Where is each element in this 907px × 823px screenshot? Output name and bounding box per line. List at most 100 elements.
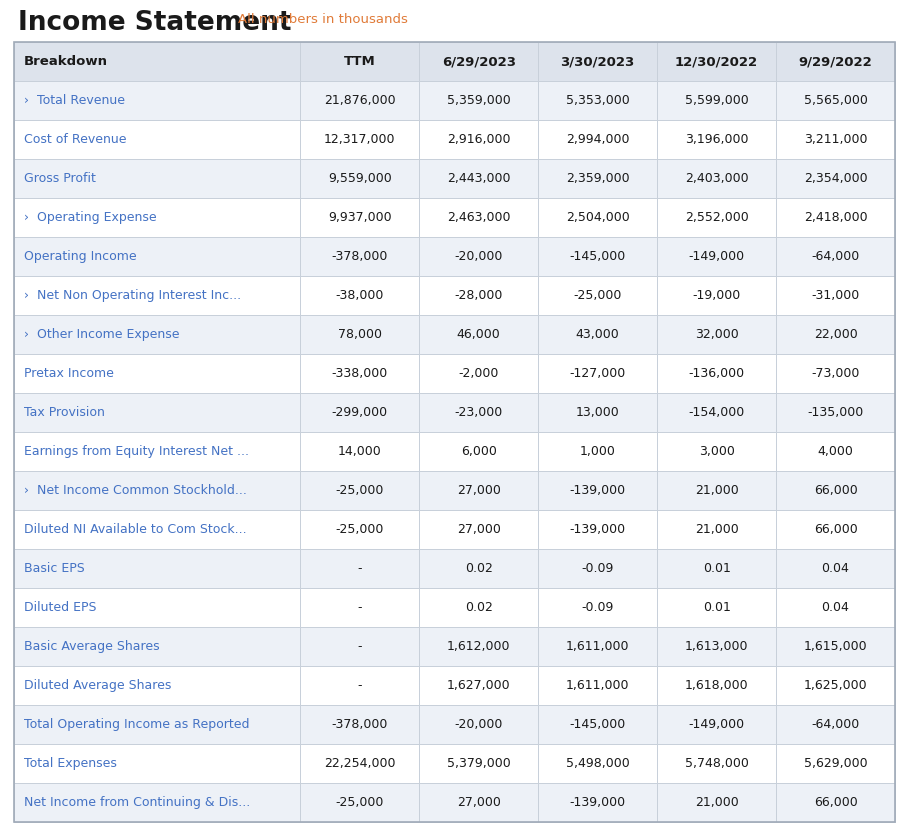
- Bar: [658, 354, 776, 393]
- Text: 0.04: 0.04: [822, 601, 850, 614]
- Bar: [658, 81, 776, 120]
- Text: 2,354,000: 2,354,000: [804, 172, 867, 185]
- Text: 0.01: 0.01: [703, 562, 730, 575]
- Text: -139,000: -139,000: [570, 484, 626, 497]
- Bar: [300, 393, 419, 432]
- Text: 0.02: 0.02: [464, 601, 493, 614]
- Text: 46,000: 46,000: [457, 328, 501, 341]
- Bar: [658, 471, 776, 510]
- Text: 21,000: 21,000: [695, 523, 738, 536]
- Text: TTM: TTM: [344, 55, 375, 68]
- Bar: [776, 783, 895, 822]
- Bar: [776, 510, 895, 549]
- Text: 2,552,000: 2,552,000: [685, 211, 748, 224]
- Text: 66,000: 66,000: [814, 484, 857, 497]
- Bar: [658, 549, 776, 588]
- Bar: [538, 549, 658, 588]
- Bar: [776, 198, 895, 237]
- Bar: [776, 471, 895, 510]
- Bar: [14, 783, 300, 822]
- Text: 32,000: 32,000: [695, 328, 738, 341]
- Text: 2,403,000: 2,403,000: [685, 172, 748, 185]
- Bar: [776, 549, 895, 588]
- Text: All numbers in thousands: All numbers in thousands: [238, 13, 408, 26]
- Text: 0.04: 0.04: [822, 562, 850, 575]
- Bar: [419, 588, 538, 627]
- Text: 5,629,000: 5,629,000: [804, 757, 867, 770]
- Bar: [14, 42, 300, 81]
- Bar: [538, 42, 658, 81]
- Bar: [300, 42, 419, 81]
- Bar: [14, 588, 300, 627]
- Bar: [776, 744, 895, 783]
- Text: 2,418,000: 2,418,000: [804, 211, 867, 224]
- Text: 5,379,000: 5,379,000: [447, 757, 511, 770]
- Bar: [538, 237, 658, 276]
- Text: -31,000: -31,000: [812, 289, 860, 302]
- Text: -0.09: -0.09: [581, 562, 614, 575]
- Bar: [538, 510, 658, 549]
- Bar: [538, 393, 658, 432]
- Text: Gross Profit: Gross Profit: [24, 172, 96, 185]
- Text: 9,937,000: 9,937,000: [328, 211, 392, 224]
- Bar: [658, 705, 776, 744]
- Bar: [658, 627, 776, 666]
- Bar: [538, 81, 658, 120]
- Bar: [14, 510, 300, 549]
- Bar: [300, 510, 419, 549]
- Bar: [419, 237, 538, 276]
- Text: -38,000: -38,000: [336, 289, 384, 302]
- Text: 21,000: 21,000: [695, 796, 738, 809]
- Text: 2,443,000: 2,443,000: [447, 172, 511, 185]
- Bar: [419, 432, 538, 471]
- Bar: [14, 744, 300, 783]
- Bar: [538, 315, 658, 354]
- Text: -145,000: -145,000: [570, 250, 626, 263]
- Text: -25,000: -25,000: [336, 796, 384, 809]
- Text: -28,000: -28,000: [454, 289, 502, 302]
- Text: 5,498,000: 5,498,000: [566, 757, 629, 770]
- Text: -25,000: -25,000: [573, 289, 622, 302]
- Text: -20,000: -20,000: [454, 250, 502, 263]
- Text: -139,000: -139,000: [570, 796, 626, 809]
- Bar: [300, 198, 419, 237]
- Bar: [538, 354, 658, 393]
- Bar: [658, 393, 776, 432]
- Bar: [658, 276, 776, 315]
- Text: -149,000: -149,000: [688, 718, 745, 731]
- Text: -20,000: -20,000: [454, 718, 502, 731]
- Bar: [300, 588, 419, 627]
- Text: Pretax Income: Pretax Income: [24, 367, 114, 380]
- Text: 66,000: 66,000: [814, 796, 857, 809]
- Text: 22,000: 22,000: [814, 328, 857, 341]
- Bar: [419, 393, 538, 432]
- Text: 3,000: 3,000: [698, 445, 735, 458]
- Bar: [538, 276, 658, 315]
- Text: 1,611,000: 1,611,000: [566, 679, 629, 692]
- Bar: [419, 471, 538, 510]
- Text: 5,599,000: 5,599,000: [685, 94, 748, 107]
- Bar: [300, 627, 419, 666]
- Bar: [300, 666, 419, 705]
- Text: 1,625,000: 1,625,000: [804, 679, 867, 692]
- Text: 2,359,000: 2,359,000: [566, 172, 629, 185]
- Bar: [14, 666, 300, 705]
- Bar: [14, 81, 300, 120]
- Bar: [658, 42, 776, 81]
- Text: 66,000: 66,000: [814, 523, 857, 536]
- Bar: [300, 276, 419, 315]
- Bar: [14, 276, 300, 315]
- Text: -73,000: -73,000: [812, 367, 860, 380]
- Text: 0.01: 0.01: [703, 601, 730, 614]
- Bar: [419, 549, 538, 588]
- Text: -: -: [357, 601, 362, 614]
- Bar: [419, 315, 538, 354]
- Text: -: -: [357, 640, 362, 653]
- Bar: [419, 276, 538, 315]
- Bar: [658, 744, 776, 783]
- Bar: [776, 393, 895, 432]
- Text: 21,000: 21,000: [695, 484, 738, 497]
- Bar: [419, 159, 538, 198]
- Bar: [776, 315, 895, 354]
- Text: 1,613,000: 1,613,000: [685, 640, 748, 653]
